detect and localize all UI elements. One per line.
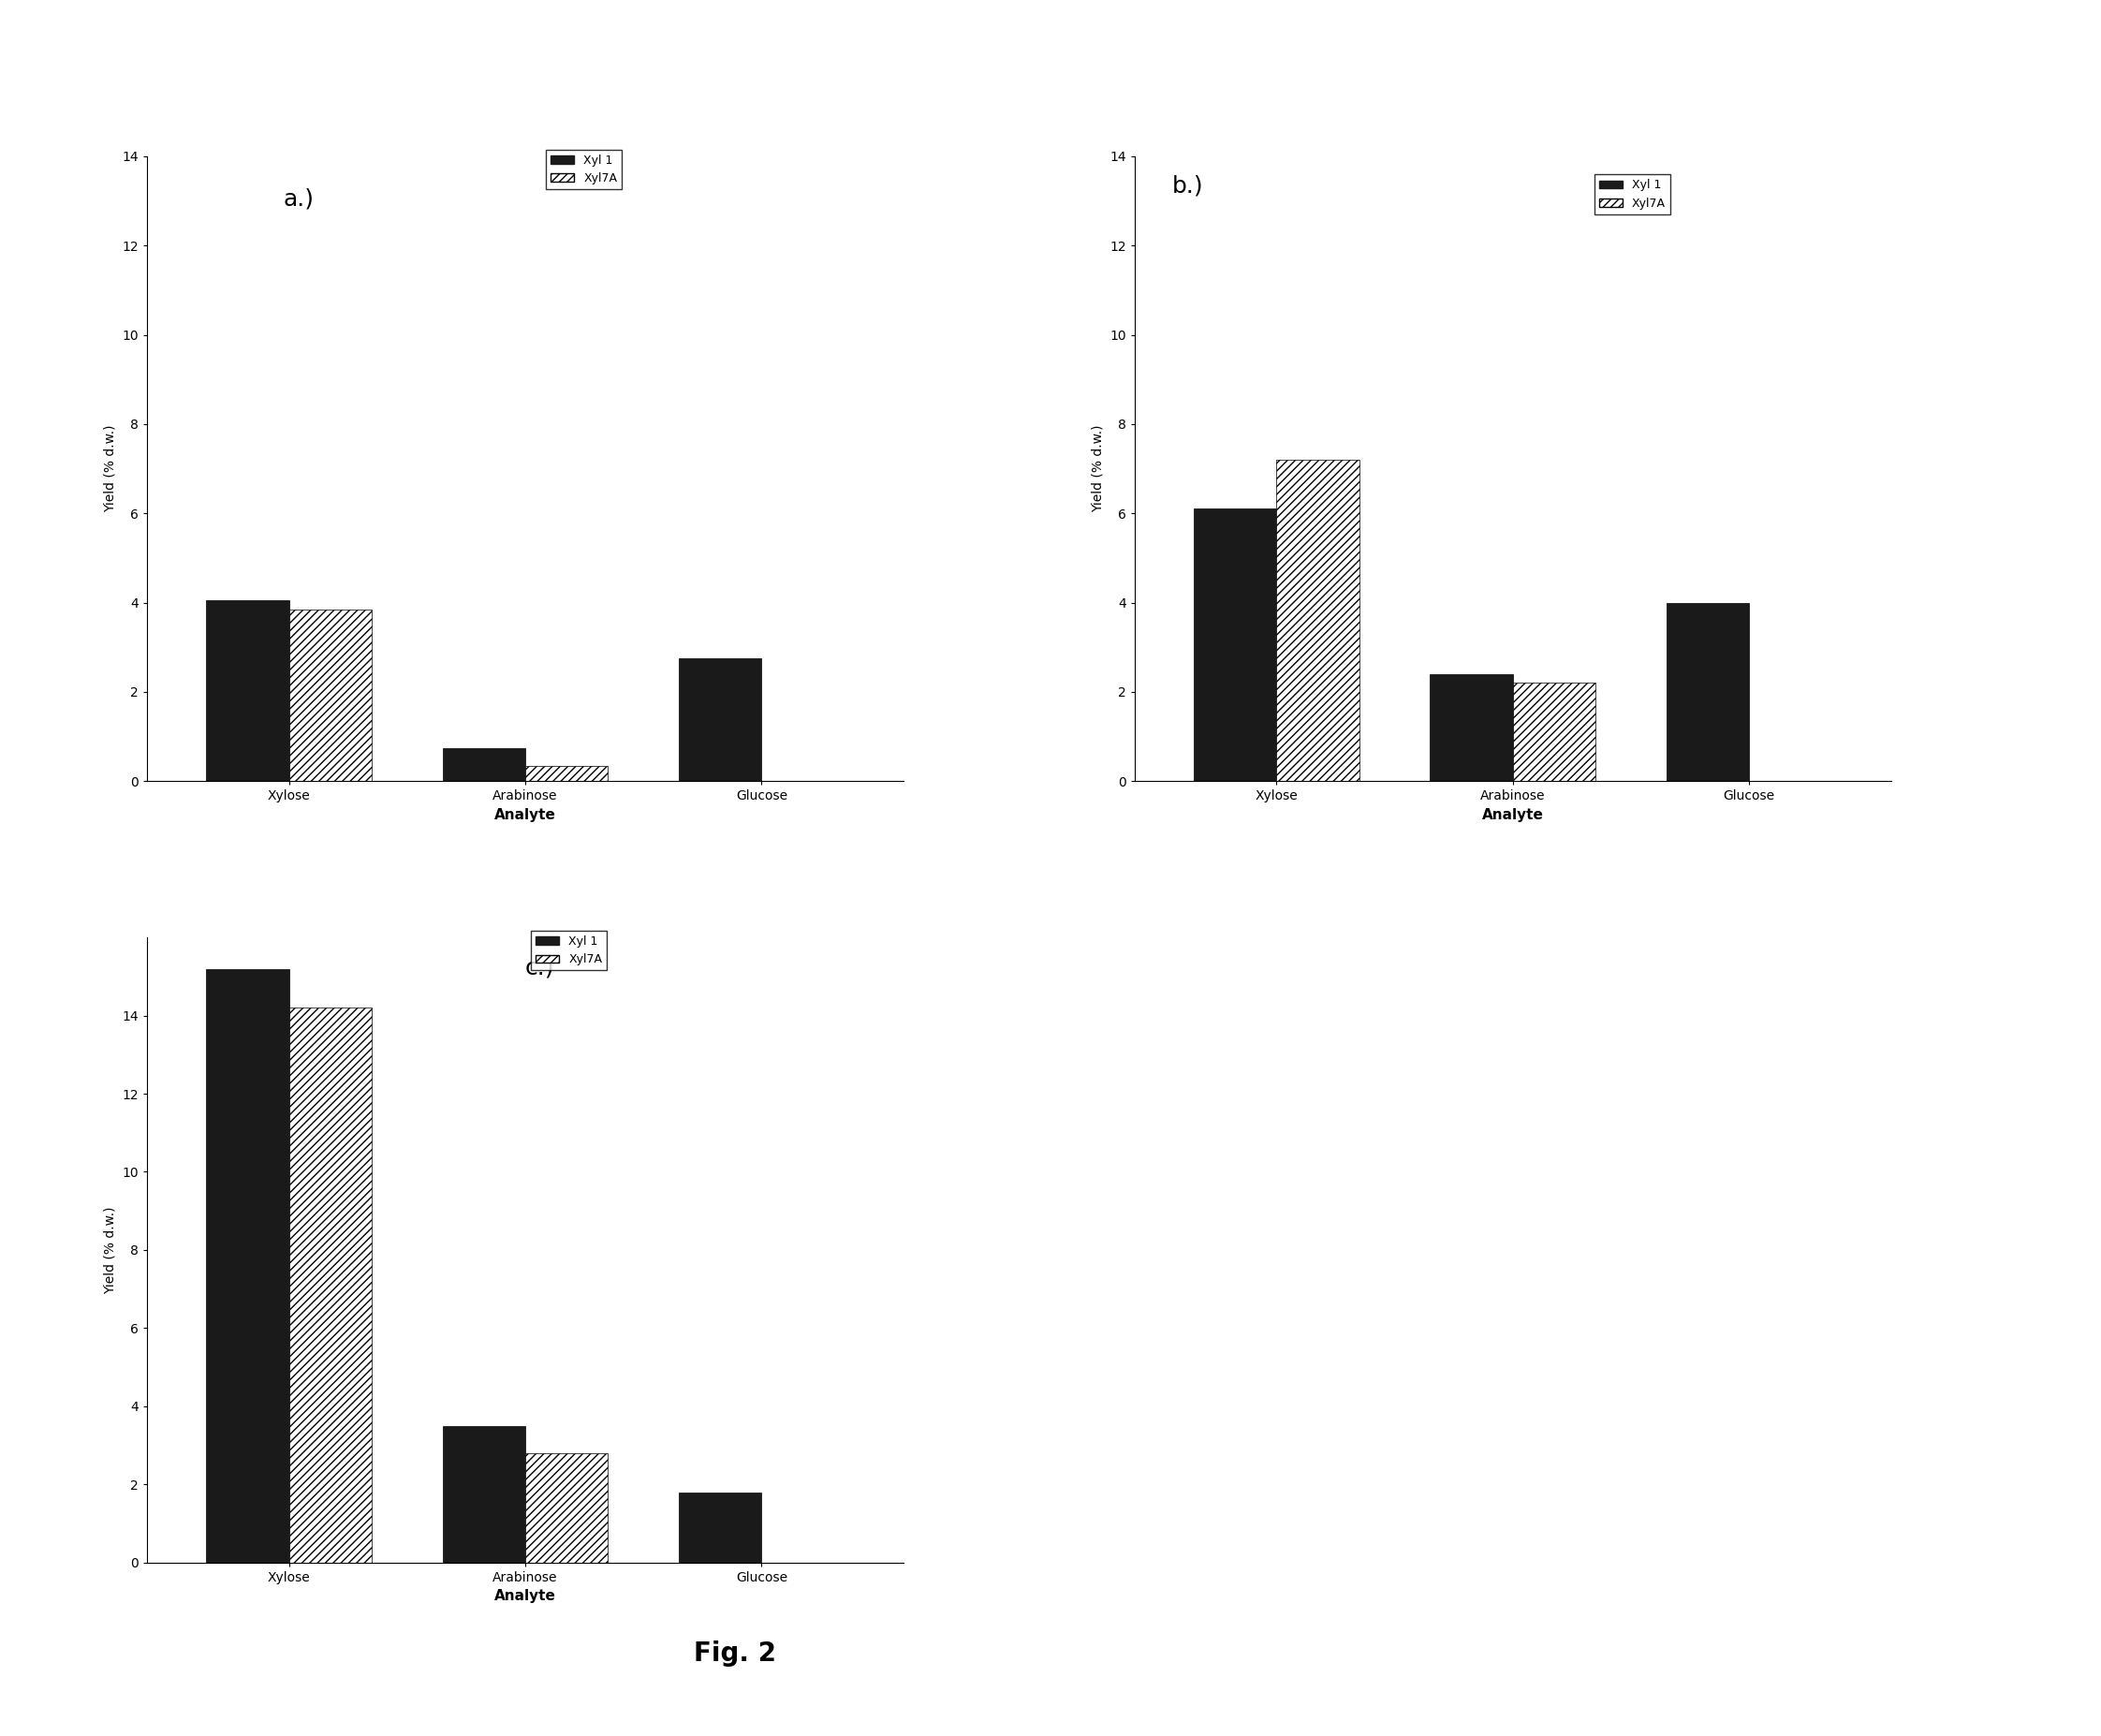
Bar: [288, 1007, 372, 1562]
Y-axis label: Yield (% d.w.): Yield (% d.w.): [103, 425, 118, 512]
Bar: [206, 601, 288, 781]
Legend: Xyl 1, Xyl7A: Xyl 1, Xyl7A: [1595, 175, 1670, 214]
Bar: [525, 1453, 607, 1562]
X-axis label: Analyte: Analyte: [494, 807, 557, 823]
Bar: [1193, 509, 1275, 781]
Text: Fig. 2: Fig. 2: [693, 1641, 777, 1667]
X-axis label: Analyte: Analyte: [494, 1588, 557, 1604]
Bar: [1513, 682, 1595, 781]
Legend: Xyl 1, Xyl7A: Xyl 1, Xyl7A: [546, 149, 622, 189]
Y-axis label: Yield (% d.w.): Yield (% d.w.): [103, 1207, 118, 1293]
Text: c.): c.): [525, 957, 555, 979]
Text: b.): b.): [1172, 175, 1204, 198]
Bar: [206, 969, 288, 1562]
Bar: [1666, 602, 1748, 781]
Bar: [1431, 674, 1513, 781]
Bar: [443, 1425, 525, 1562]
Bar: [525, 766, 607, 781]
Bar: [443, 748, 525, 781]
Bar: [288, 609, 372, 781]
Bar: [679, 658, 761, 781]
Legend: Xyl 1, Xyl7A: Xyl 1, Xyl7A: [532, 930, 607, 970]
X-axis label: Analyte: Analyte: [1481, 807, 1544, 823]
Y-axis label: Yield (% d.w.): Yield (% d.w.): [1090, 425, 1105, 512]
Bar: [1275, 460, 1359, 781]
Text: a.): a.): [284, 187, 315, 210]
Bar: [679, 1493, 761, 1562]
